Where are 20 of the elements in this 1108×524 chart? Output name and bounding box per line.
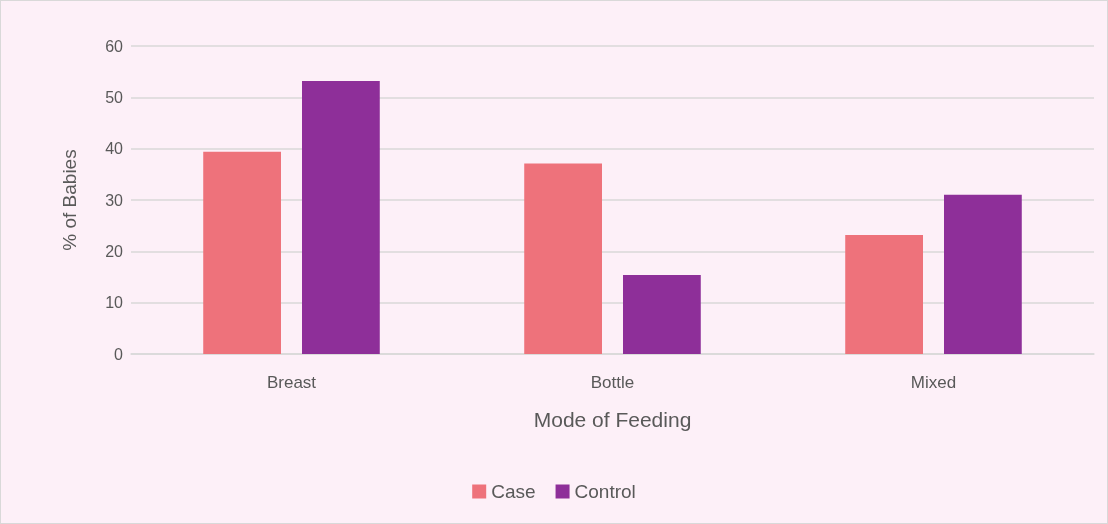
bar <box>302 80 380 354</box>
y-tick-label: 0 <box>114 345 124 363</box>
bar <box>944 194 1022 354</box>
bar <box>623 274 701 354</box>
y-tick-label: 20 <box>105 242 124 260</box>
x-axis-title: Mode of Feeding <box>533 408 692 431</box>
legend-label: Control <box>574 481 636 502</box>
y-tick-label: 50 <box>105 88 124 106</box>
y-axis-title: % of Babies <box>59 149 80 251</box>
y-tick-label: 60 <box>105 37 124 55</box>
x-tick-label: Bottle <box>590 373 635 392</box>
bar <box>203 151 281 354</box>
bar <box>845 234 923 354</box>
y-tick-label: 10 <box>105 294 124 312</box>
bar <box>524 163 602 354</box>
legend-label: Case <box>491 481 536 502</box>
x-tick-label: Breast <box>266 373 317 392</box>
y-tick-label: 40 <box>105 140 124 158</box>
y-tick-label: 30 <box>105 191 124 209</box>
x-tick-label: Mixed <box>910 373 957 392</box>
